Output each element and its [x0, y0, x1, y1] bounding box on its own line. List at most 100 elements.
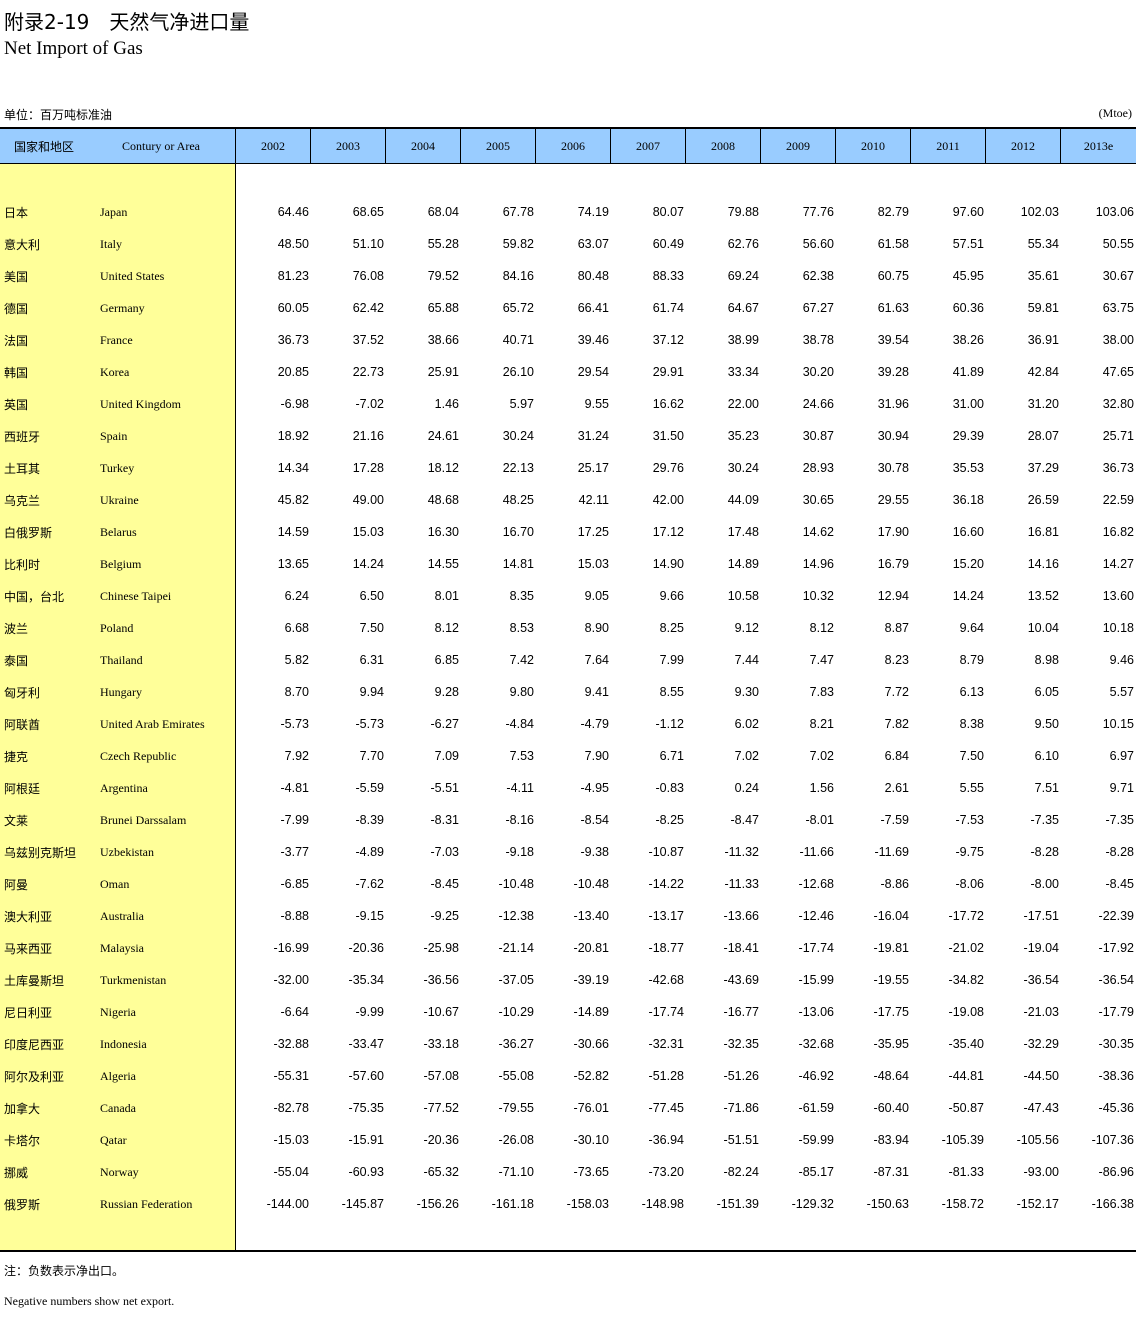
value-cell: -32.88: [273, 1037, 309, 1051]
value-cell: 17.90: [877, 525, 909, 539]
country-name-en: Korea: [100, 364, 130, 379]
value-cell: 7.72: [884, 685, 909, 699]
value-cell: -21.03: [1023, 1005, 1059, 1019]
value-cell: 8.12: [809, 621, 834, 635]
value-cell: 81.23: [277, 269, 309, 283]
value-cell: -15.91: [348, 1133, 384, 1147]
value-cell: 44.09: [727, 493, 759, 507]
value-cell: -33.18: [423, 1037, 459, 1051]
value-cell: 7.50: [359, 621, 384, 635]
value-cell: -4.84: [505, 717, 535, 731]
value-cell: 29.54: [577, 365, 609, 379]
value-cell: -18.77: [648, 941, 684, 955]
value-cell: -11.32: [724, 845, 759, 859]
value-cell: 88.33: [652, 269, 684, 283]
value-cell: -8.25: [655, 813, 685, 827]
value-cell: -4.79: [580, 717, 610, 731]
value-cell: 36.73: [277, 333, 309, 347]
header-year: 2002: [236, 129, 311, 163]
value-cell: -17.92: [1098, 941, 1134, 955]
value-cell: 9.41: [584, 685, 609, 699]
value-cell: 16.60: [952, 525, 984, 539]
value-cell: 8.23: [884, 653, 909, 667]
value-cell: -7.59: [880, 813, 910, 827]
header-year: 2012: [986, 129, 1061, 163]
country-name-en: Brunei Darssalam: [100, 812, 187, 827]
value-cell: 8.25: [659, 621, 684, 635]
value-cell: 7.09: [434, 749, 459, 763]
value-cell: -152.17: [1016, 1197, 1059, 1211]
value-cell: -44.50: [1023, 1069, 1059, 1083]
value-cell: -7.99: [280, 813, 310, 827]
value-cell: 14.81: [502, 557, 534, 571]
header-country-en: Contury or Area: [100, 129, 236, 163]
value-cell: -8.47: [730, 813, 760, 827]
value-cell: 26.59: [1027, 493, 1059, 507]
value-cell: 10.32: [802, 589, 834, 603]
country-name-cn: 德国: [4, 301, 29, 316]
value-cell: 76.08: [352, 269, 384, 283]
value-cell: 24.61: [427, 429, 459, 443]
country-name-cn: 西班牙: [4, 429, 41, 444]
header-year: 2013e: [1083, 138, 1114, 153]
value-cell: -10.87: [648, 845, 684, 859]
value-cell: 18.92: [277, 429, 309, 443]
value-cell: -105.39: [941, 1133, 984, 1147]
value-cell: 8.70: [284, 685, 309, 699]
value-cell: -35.95: [873, 1037, 909, 1051]
value-cell: -19.08: [948, 1005, 984, 1019]
value-cell: 5.55: [959, 781, 984, 795]
value-cell: 42.00: [652, 493, 684, 507]
value-cell: 60.36: [952, 301, 984, 315]
table-row: 韩国 Korea 20.85 22.73 25.91 26.10 29.54 29.91 33.…: [0, 356, 1136, 388]
country-name-en: Russian Federation: [100, 1196, 193, 1211]
value-cell: 7.70: [359, 749, 384, 763]
value-cell: 6.50: [359, 589, 384, 603]
value-cell: 69.24: [727, 269, 759, 283]
value-cell: -8.06: [955, 877, 985, 891]
value-cell: 48.50: [277, 237, 309, 251]
value-cell: 103.06: [1095, 205, 1134, 219]
value-cell: -166.38: [1091, 1197, 1134, 1211]
table-row: 土耳其 Turkey 14.34 17.28 18.12 22.13 25.17 29.76 3…: [0, 452, 1136, 484]
country-name-cn: 尼日利亚: [4, 1005, 53, 1020]
value-cell: -7.35: [1105, 813, 1135, 827]
value-cell: -22.39: [1098, 909, 1134, 923]
value-cell: -13.66: [723, 909, 759, 923]
country-name-cn: 俄罗斯: [4, 1197, 41, 1212]
value-cell: -30.66: [573, 1037, 609, 1051]
value-cell: -46.92: [798, 1069, 834, 1083]
value-cell: 14.89: [727, 557, 759, 571]
value-cell: -8.31: [430, 813, 460, 827]
value-cell: -11.66: [799, 845, 834, 859]
value-cell: 9.80: [509, 685, 534, 699]
value-cell: -12.46: [798, 909, 834, 923]
country-name-en: Belgium: [100, 556, 142, 571]
value-cell: 13.52: [1027, 589, 1059, 603]
value-cell: -17.51: [1023, 909, 1059, 923]
value-cell: 8.38: [959, 717, 984, 731]
value-cell: -39.19: [573, 973, 609, 987]
value-cell: 31.24: [577, 429, 609, 443]
country-name-en: Belarus: [100, 524, 137, 539]
value-cell: -32.35: [723, 1037, 759, 1051]
value-cell: -50.87: [948, 1101, 984, 1115]
value-cell: -5.73: [355, 717, 385, 731]
value-cell: -6.64: [280, 1005, 310, 1019]
value-cell: -4.95: [580, 781, 610, 795]
value-cell: -156.26: [416, 1197, 459, 1211]
header-year: 2009: [761, 129, 836, 163]
country-name-en: Oman: [100, 876, 130, 891]
value-cell: 80.07: [652, 205, 684, 219]
value-cell: 9.64: [959, 621, 984, 635]
value-cell: 31.96: [877, 397, 909, 411]
value-cell: 8.55: [659, 685, 684, 699]
country-name-cn: 澳大利亚: [4, 909, 53, 924]
value-cell: -75.35: [348, 1101, 384, 1115]
value-cell: 10.58: [727, 589, 759, 603]
value-cell: 8.12: [434, 621, 459, 635]
value-cell: 63.75: [1102, 301, 1134, 315]
value-cell: -8.39: [355, 813, 385, 827]
value-cell: 7.44: [734, 653, 759, 667]
value-cell: 8.98: [1034, 653, 1059, 667]
